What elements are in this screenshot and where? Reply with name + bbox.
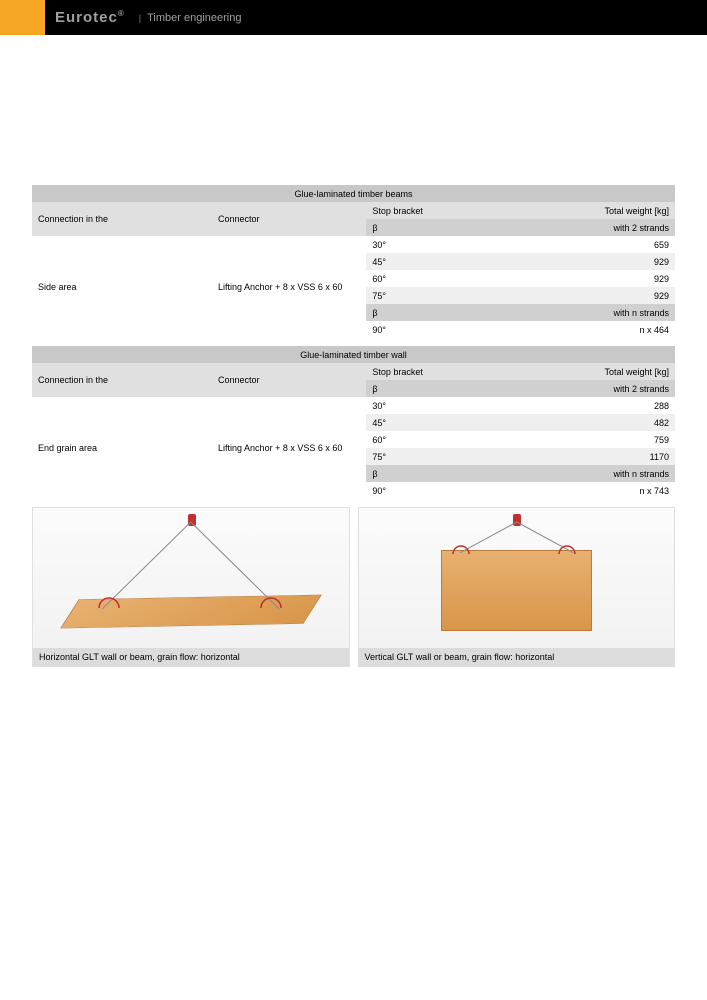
figures-row: Horizontal GLT wall or beam, grain flow:… (32, 507, 675, 667)
cell-val: n x 743 (456, 482, 675, 499)
col-header: Total weight [kg] (456, 363, 675, 380)
cell-angle: 90° (366, 482, 456, 499)
crane-hook-icon (513, 514, 521, 526)
cell-angle: 75° (366, 448, 456, 465)
brand-name: Eurotec (55, 9, 118, 26)
header-divider: | (139, 13, 141, 23)
glt-panel-horizontal (60, 595, 321, 629)
cell-angle: 30° (366, 236, 456, 253)
figure-caption: Horizontal GLT wall or beam, grain flow:… (33, 648, 349, 666)
cell-angle: 30° (366, 397, 456, 414)
beta-label: β (366, 304, 456, 321)
cell-val: 1170 (456, 448, 675, 465)
figure-body (359, 508, 675, 648)
cell-angle: 75° (366, 287, 456, 304)
strands-label: with 2 strands (456, 219, 675, 236)
figure-right: Vertical GLT wall or beam, grain flow: h… (358, 507, 676, 667)
col-header: Connection in the (32, 363, 212, 397)
cell-val: 288 (456, 397, 675, 414)
col-header: Connector (212, 202, 366, 236)
header-subtitle: Timber engineering (147, 12, 241, 24)
cell-angle: 60° (366, 431, 456, 448)
cell-val: 759 (456, 431, 675, 448)
accent-ribbon (0, 0, 45, 35)
cell-conn: End grain area (32, 397, 212, 499)
strands-label: with n strands (456, 304, 675, 321)
cell-conn: Side area (32, 236, 212, 338)
col-header: Total weight [kg] (456, 202, 675, 219)
cell-val: 929 (456, 287, 675, 304)
cell-connector: Lifting Anchor + 8 x VSS 6 x 60 (212, 236, 366, 338)
beta-label: β (366, 219, 456, 236)
figure-left: Horizontal GLT wall or beam, grain flow:… (32, 507, 350, 667)
table-beams: Glue-laminated timber beams Connection i… (32, 185, 675, 338)
crane-hook-icon (188, 514, 196, 526)
page-header: Eurotec® | Timber engineering (0, 0, 707, 35)
beta-label: β (366, 465, 456, 482)
strands-label: with 2 strands (456, 380, 675, 397)
cell-val: 929 (456, 270, 675, 287)
cell-val: n x 464 (456, 321, 675, 338)
cell-angle: 60° (366, 270, 456, 287)
brand-logo: Eurotec® (55, 9, 125, 26)
cell-val: 929 (456, 253, 675, 270)
table-title: Glue-laminated timber beams (32, 185, 675, 202)
brand-mark: ® (118, 9, 125, 18)
col-header: Stop bracket (366, 202, 456, 219)
cell-val: 659 (456, 236, 675, 253)
page-content: Glue-laminated timber beams Connection i… (32, 185, 675, 667)
col-header: Connection in the (32, 202, 212, 236)
beta-label: β (366, 380, 456, 397)
strands-label: with n strands (456, 465, 675, 482)
cell-connector: Lifting Anchor + 8 x VSS 6 x 60 (212, 397, 366, 499)
cell-angle: 90° (366, 321, 456, 338)
table-wall: Glue-laminated timber wall Connection in… (32, 346, 675, 499)
col-header: Stop bracket (366, 363, 456, 380)
cell-val: 482 (456, 414, 675, 431)
table-title: Glue-laminated timber wall (32, 346, 675, 363)
figure-body (33, 508, 349, 648)
glt-panel-vertical (441, 550, 592, 631)
cell-angle: 45° (366, 253, 456, 270)
col-header: Connector (212, 363, 366, 397)
cell-angle: 45° (366, 414, 456, 431)
figure-caption: Vertical GLT wall or beam, grain flow: h… (359, 648, 675, 666)
